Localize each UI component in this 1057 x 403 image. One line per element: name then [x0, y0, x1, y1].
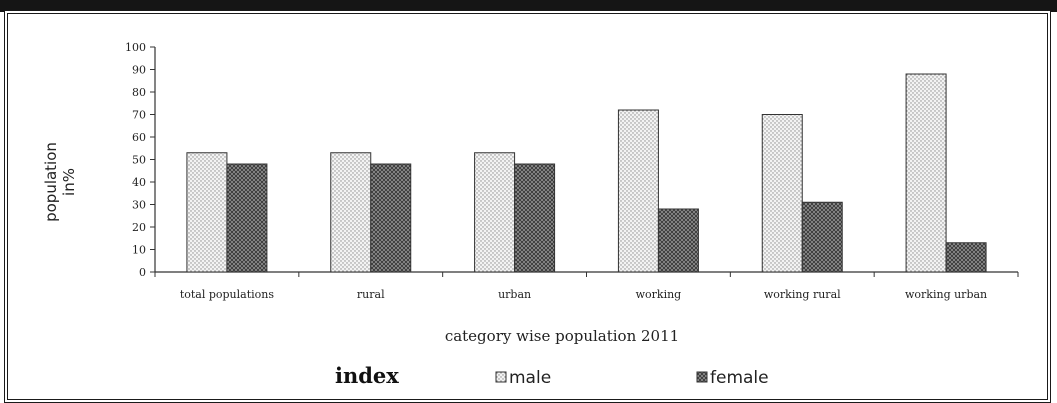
y-tick-label: 70: [132, 109, 146, 122]
x-tick-label: urban: [498, 288, 531, 301]
x-tick-label: working urban: [905, 288, 987, 301]
y-tick-label: 40: [132, 176, 146, 189]
legend-label-male: male: [509, 368, 551, 388]
legend-swatch-female: [696, 371, 708, 383]
y-tick-label: 10: [132, 244, 146, 257]
bar-male-1: [330, 152, 372, 273]
x-tick-labels: total populations rural urban working workin…: [180, 288, 987, 301]
bar-female-4: [801, 201, 843, 273]
legend: index male female: [335, 363, 769, 388]
x-tick-label: rural: [357, 288, 385, 301]
bar-female-0: [226, 163, 268, 273]
y-tick-label: 60: [132, 131, 146, 144]
y-axis-title-line-2: in%: [60, 168, 78, 196]
y-tick-label: 90: [132, 64, 146, 77]
x-tick-label: total populations: [180, 288, 275, 301]
x-axis: [154, 271, 1019, 277]
bar-male-3: [617, 109, 659, 273]
y-tick-label: 30: [132, 199, 146, 212]
bars: [186, 73, 987, 273]
legend-swatch-male: [495, 371, 507, 383]
legend-title: index: [335, 363, 399, 388]
bar-male-2: [474, 152, 516, 273]
bar-male-5: [905, 73, 947, 273]
y-tick-label: 20: [132, 221, 146, 234]
top-banner-edge: [0, 0, 1057, 12]
y-tick-label: 0: [139, 266, 146, 279]
y-tick-label: 50: [132, 154, 146, 167]
x-axis-title: category wise population 2011: [445, 327, 679, 345]
y-axis-title: population in%: [42, 142, 78, 222]
bar-female-2: [514, 163, 556, 273]
y-tick-label: 100: [125, 41, 146, 54]
bar-female-1: [370, 163, 412, 273]
x-tick-label: working: [636, 288, 682, 301]
bar-female-5: [945, 242, 987, 273]
y-axis-title-line-1: population: [42, 142, 60, 222]
bar-male-0: [186, 152, 228, 273]
bar-male-4: [761, 114, 803, 273]
y-axis: 0 10 20 30 40 50 60 70 80 90 100: [125, 41, 156, 279]
x-tick-label: working rural: [764, 288, 841, 301]
y-tick-label: 80: [132, 86, 146, 99]
bar-female-3: [657, 208, 699, 273]
legend-label-female: female: [710, 368, 769, 388]
